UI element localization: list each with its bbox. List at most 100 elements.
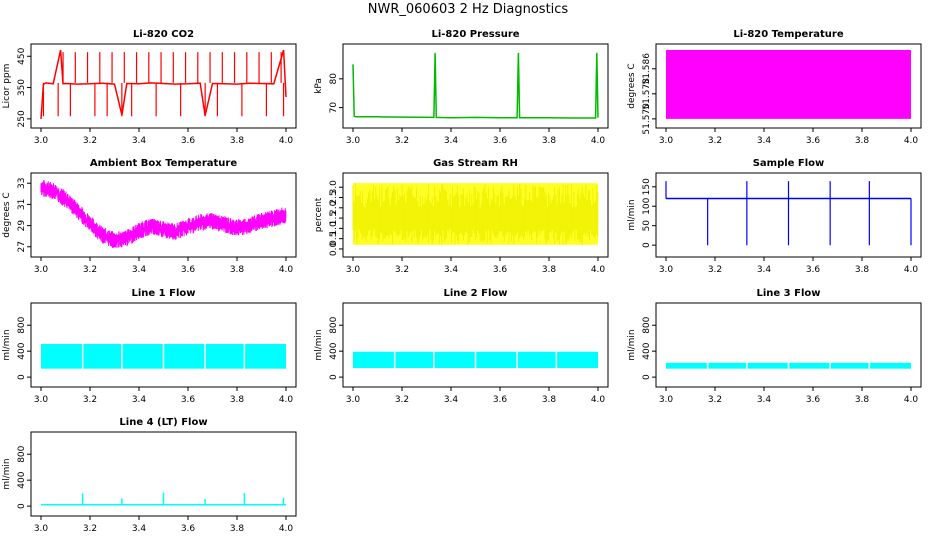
x-tick-label: 4.0 xyxy=(591,136,606,146)
panel-3: Li-820 Temperature degrees C 3.0 3.2 3.4 3.6 3… xyxy=(627,29,922,146)
y-tick-label: 0.0 xyxy=(329,242,339,257)
series-group xyxy=(41,344,286,369)
x-tick-label: 3.4 xyxy=(757,395,772,405)
x-tick-label: 3.0 xyxy=(346,265,361,275)
y-axis-label: ml/min xyxy=(627,329,637,360)
x-tick-label: 3.6 xyxy=(806,136,821,146)
plot-frame xyxy=(655,172,922,258)
y-tick-label: 0 xyxy=(17,374,27,380)
plot-title: Li-820 Temperature xyxy=(733,29,843,40)
y-tick-label: 250 xyxy=(17,110,27,127)
x-tick-label: 3.2 xyxy=(395,265,409,275)
x-tick-label: 3.6 xyxy=(806,265,821,275)
panel-2: Li-820 Pressure kPa 3.0 3.2 3.4 3.6 3.8 4.0 70 80 xyxy=(314,29,609,146)
x-tick-label: 3.0 xyxy=(34,524,49,534)
series-band xyxy=(666,50,911,119)
y-tick-label: 70 xyxy=(329,102,339,114)
y-axis-label: ml/min xyxy=(2,458,12,489)
y-tick-label: 27 xyxy=(17,241,27,252)
x-tick-label: 3.0 xyxy=(659,136,674,146)
y-tick-label: 400 xyxy=(17,342,27,359)
x-tick-label: 3.6 xyxy=(181,136,196,146)
x-tick-label: 3.4 xyxy=(132,136,147,146)
x-tick-label: 3.8 xyxy=(855,265,870,275)
panel-6: Sample Flow ml/min 3.0 3.2 3.4 3.6 3.8 4.0 0 50 10… xyxy=(627,158,922,275)
series-group xyxy=(352,52,599,119)
y-axis-label: degrees C xyxy=(2,192,12,237)
x-tick-label: 3.8 xyxy=(230,395,245,405)
series-group xyxy=(666,362,911,369)
x-tick-label: 3.6 xyxy=(493,395,508,405)
y-tick-label: 450 xyxy=(17,47,27,64)
x-tick-label: 3.0 xyxy=(346,136,361,146)
y-axis-label: ml/min xyxy=(314,329,324,360)
x-tick-label: 3.8 xyxy=(230,265,245,275)
x-tick-label: 3.4 xyxy=(444,395,459,405)
series-group xyxy=(665,181,912,246)
plot-frame xyxy=(655,43,922,129)
x-tick-label: 3.8 xyxy=(230,524,245,534)
series-line xyxy=(352,52,599,119)
x-tick-label: 3.4 xyxy=(757,265,772,275)
x-tick-label: 3.4 xyxy=(444,136,459,146)
y-tick-label: 0 xyxy=(642,242,652,248)
series-group xyxy=(40,49,287,119)
x-tick-label: 3.0 xyxy=(346,395,361,405)
plot-title: Line 1 Flow xyxy=(132,288,196,299)
y-tick-label: 1.0 xyxy=(329,221,339,236)
series-noise xyxy=(352,183,599,245)
x-tick-label: 3.0 xyxy=(659,265,674,275)
y-axis-label: percent xyxy=(314,197,324,232)
x-tick-label: 3.0 xyxy=(34,265,49,275)
series-group xyxy=(41,492,286,506)
plot-title: Line 4 (LT) Flow xyxy=(119,417,207,428)
x-tick-label: 4.0 xyxy=(279,524,294,534)
plot-title: Gas Stream RH xyxy=(433,158,518,169)
x-tick-label: 3.0 xyxy=(659,395,674,405)
series-line xyxy=(40,49,287,119)
plot-title: Sample Flow xyxy=(753,158,825,169)
y-tick-label: 3.0 xyxy=(329,180,339,195)
y-tick-label: 800 xyxy=(17,445,27,462)
y-tick-label: 0 xyxy=(329,374,339,380)
x-tick-label: 3.0 xyxy=(34,395,49,405)
plot-title: Line 2 Flow xyxy=(444,288,508,299)
x-tick-label: 3.8 xyxy=(542,265,557,275)
x-tick-label: 3.2 xyxy=(83,395,97,405)
y-tick-label: 400 xyxy=(329,342,339,359)
x-tick-label: 3.8 xyxy=(542,136,557,146)
plot-title: Ambient Box Temperature xyxy=(90,158,237,169)
y-tick-label: 800 xyxy=(642,316,652,333)
y-tick-label: 800 xyxy=(17,316,27,333)
x-tick-label: 3.6 xyxy=(181,395,196,405)
x-tick-label: 4.0 xyxy=(904,265,919,275)
x-tick-label: 3.2 xyxy=(83,265,97,275)
plot-title: Line 3 Flow xyxy=(757,288,821,299)
x-tick-label: 4.0 xyxy=(279,395,294,405)
plot-frame xyxy=(30,431,297,517)
panel-4: Ambient Box Temperature degrees C 3.0 3.2 3.… xyxy=(2,158,297,275)
y-tick-label: 1.5 xyxy=(329,211,339,225)
x-tick-label: 3.6 xyxy=(493,265,508,275)
plot-frame xyxy=(30,43,297,129)
y-tick-label: 33 xyxy=(17,178,27,189)
y-tick-label: 400 xyxy=(642,342,652,359)
x-tick-label: 4.0 xyxy=(591,395,606,405)
plot-frame xyxy=(30,172,297,258)
series-noise xyxy=(40,180,287,248)
y-tick-label: 0 xyxy=(17,503,27,509)
x-tick-label: 4.0 xyxy=(279,265,294,275)
x-tick-label: 3.2 xyxy=(395,136,409,146)
x-tick-label: 3.6 xyxy=(493,136,508,146)
panel-8: Line 2 Flow ml/min 3.0 3.2 3.4 3.6 3.8 4.0 0 400 8… xyxy=(314,288,609,405)
y-tick-label: 51.586 xyxy=(642,53,652,85)
x-tick-label: 3.8 xyxy=(855,136,870,146)
y-tick-label: 800 xyxy=(329,316,339,333)
x-tick-label: 3.4 xyxy=(757,136,772,146)
plot-frame xyxy=(30,302,297,388)
x-tick-label: 3.0 xyxy=(34,136,49,146)
x-tick-label: 3.8 xyxy=(230,136,245,146)
y-axis-label: Licor ppm xyxy=(2,64,12,109)
x-tick-label: 3.8 xyxy=(542,395,557,405)
series-group xyxy=(666,50,911,119)
